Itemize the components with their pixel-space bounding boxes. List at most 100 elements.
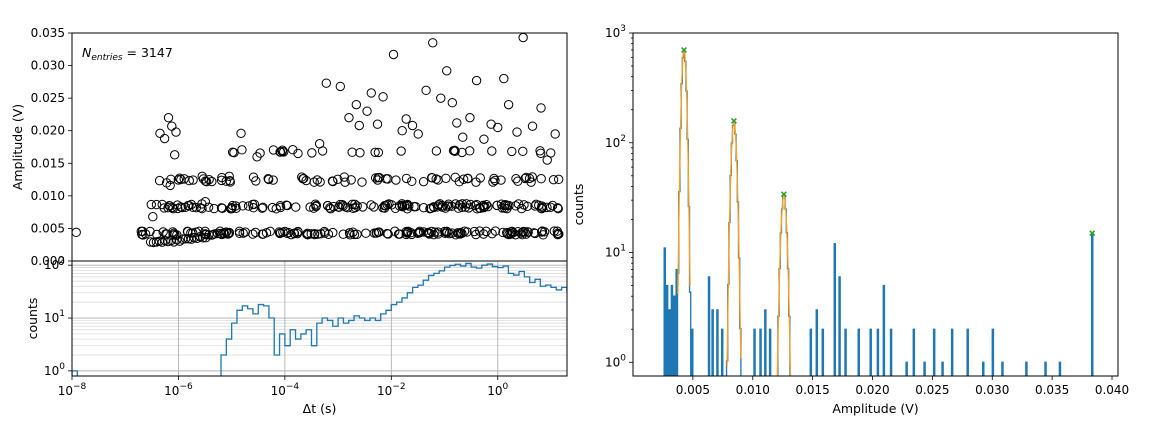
scatter-point [250,227,261,238]
scatter-point [418,176,429,187]
scatter-point [162,229,172,239]
scatter-point [227,202,237,213]
scatter-point [258,229,268,239]
scatter-point [490,175,500,186]
amplitude-histogram-line [663,49,1094,376]
scatter-point [325,204,336,214]
scatter-point [275,147,286,157]
scatter-point [366,88,376,98]
scatter-point [478,200,488,211]
scatter-point [312,175,322,185]
scatter-point [137,229,147,240]
scatter-point [449,145,460,156]
scatter-point [277,145,288,155]
scatter-point [407,176,417,187]
scatter-point [463,173,473,183]
x-tick-label: 100 [487,382,508,398]
scatter-point [340,177,350,187]
scatter-point [231,203,241,213]
scatter-point [369,202,379,212]
scatter-point [396,146,406,156]
scatter-point [508,228,518,238]
scatter-point [157,199,167,210]
scatter-point [553,229,563,240]
y-tick-label: 100 [605,353,626,369]
scatter-point [504,229,514,240]
scatter-point [307,148,317,158]
scatter-point [347,147,357,157]
scatter-point [314,139,325,149]
scatter-point [309,203,319,213]
scatter-point [328,176,338,187]
amplitude-frame [632,32,1119,377]
scatter-point [224,171,234,182]
scatter-point [452,118,462,128]
scatter-point [426,172,437,183]
scatter-point [154,175,165,186]
scatter-point [481,199,492,210]
scatter-point [357,177,367,187]
scatter-point [521,172,531,183]
scatter-point [282,228,292,239]
x-tick-label: 10−6 [164,382,193,398]
scatter-point [519,200,529,210]
scatter-point [163,202,173,213]
amplitude-histogram-panel: 100 101 102 103 0.005 0.010 0.015 0.020 0.025 0.0… [571,24,1129,416]
scatter-point [536,174,546,184]
scatter-point [415,227,425,238]
scatter-point [344,228,355,238]
scatter-point [471,199,482,210]
scatter-point [464,146,475,156]
x-tick-label: 0.020 [855,383,889,397]
scatter-point [320,228,330,238]
scatter-point [306,229,316,239]
y-axis-label: Amplitude (V) [10,104,25,190]
scatter-point [502,228,512,238]
scatter-point [553,203,563,214]
scatter-point [151,199,162,210]
scatter-point [311,200,322,211]
entries-annotation: Nentries = 3147 [82,45,173,63]
scatter-point [458,132,468,142]
scatter-point [184,175,194,186]
scatter-point [545,202,556,212]
y-tick-label: 0.035 [31,26,65,40]
scatter-point [511,173,521,184]
scatter-point [512,127,522,137]
scatter-point [346,175,356,185]
scatter-point [471,229,481,240]
scatter-point [350,202,361,213]
scatter-point [354,120,364,131]
y-tick-label: 0.030 [31,59,65,73]
scatter-point [366,200,376,210]
x-tick-label: 10−8 [58,382,87,398]
scatter-point [373,147,384,158]
scatter-point [179,174,189,184]
scatter-point [497,203,507,213]
scatter-point [322,200,333,211]
scatter-point [169,237,179,247]
scatter-point [204,230,214,240]
gaussian-fit-curve [677,49,691,295]
scatter-point [325,203,335,213]
y-tick-label: 0.015 [31,156,65,170]
scatter-point [71,227,81,238]
x-axis-label: Amplitude (V) [832,401,918,416]
scatter-point [236,128,246,139]
scatter-point [397,201,408,212]
y-axis-label: counts [25,298,40,340]
x-tick-label: 0.035 [1035,383,1069,397]
scatter-point [489,173,499,184]
y-tick-label: 0.005 [31,221,65,235]
scatter-point [361,228,371,238]
scatter-point [339,172,350,182]
scatter-point [180,202,191,212]
scatter-point [536,227,547,237]
dt-grid [71,261,567,376]
y-tick-label: 101 [605,244,626,260]
scatter-point [155,128,165,139]
scatter-point [255,148,265,158]
scatter-point [282,200,292,211]
scatter-point [496,175,506,185]
scatter-point [458,174,469,184]
